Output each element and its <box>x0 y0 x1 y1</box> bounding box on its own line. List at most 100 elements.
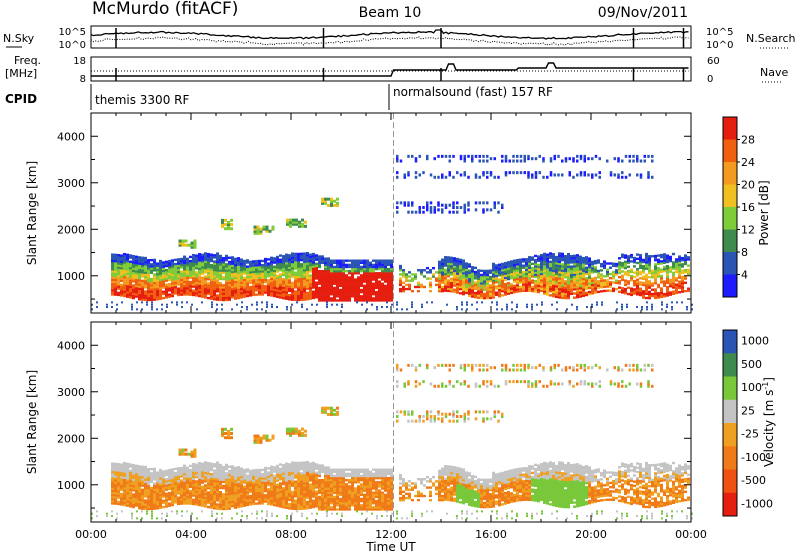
power-cell <box>549 287 552 291</box>
velocity-cell <box>228 501 231 504</box>
power-cell <box>618 265 621 268</box>
power-cell <box>591 285 594 289</box>
power-cell <box>147 282 150 285</box>
power-cell <box>489 271 492 274</box>
power-cell <box>624 281 627 284</box>
power-cell <box>189 266 192 269</box>
power-cell <box>270 273 273 276</box>
power-cell <box>582 282 585 285</box>
velocity-cell <box>225 484 228 488</box>
power-cell <box>486 278 489 281</box>
power-cell <box>198 294 201 298</box>
power-cell <box>117 276 120 280</box>
velocity-cell <box>288 490 291 493</box>
power-cell <box>227 223 230 226</box>
velocity-cell <box>231 465 234 468</box>
power-cell <box>483 294 486 298</box>
velocity-cell <box>147 468 150 471</box>
velocity-cell <box>204 494 207 498</box>
power-cell <box>576 254 579 257</box>
velocity-cell <box>144 482 147 485</box>
velocity-cell <box>189 498 192 501</box>
power-cell <box>304 220 307 224</box>
power-cell <box>546 259 549 263</box>
power-cell <box>221 225 224 229</box>
power-cell <box>471 276 474 279</box>
power-cell <box>618 280 621 283</box>
power-cell <box>468 290 471 293</box>
power-cell <box>633 258 636 262</box>
velocity-cell <box>180 494 183 497</box>
power-cell <box>366 265 369 269</box>
velocity-cell <box>213 502 216 506</box>
power-cell <box>273 290 276 294</box>
power-cell <box>333 280 336 283</box>
velocity-cell <box>213 498 216 502</box>
power-cell <box>378 261 381 264</box>
power-cell <box>300 273 303 276</box>
velocity-cell <box>222 474 225 477</box>
power-cell <box>594 266 597 269</box>
power-cell <box>597 290 600 294</box>
velocity-cell <box>180 491 183 495</box>
power-cell <box>501 203 504 207</box>
power-cell <box>309 295 312 298</box>
power-cell <box>294 271 297 274</box>
power-cell <box>495 272 498 276</box>
power-cell <box>570 257 573 260</box>
power-cell <box>297 294 300 298</box>
power-cell <box>342 290 345 294</box>
power-cell <box>129 277 132 280</box>
power-cell <box>126 293 129 296</box>
velocity-cell <box>120 480 123 483</box>
power-cell <box>243 287 246 290</box>
power-cell <box>448 203 451 207</box>
power-cell <box>387 288 390 292</box>
power-cell <box>171 282 174 285</box>
power-cell <box>253 231 257 235</box>
velocity-cell <box>279 467 282 470</box>
velocity-cell <box>237 472 240 475</box>
power-cell <box>153 267 156 270</box>
power-cell <box>306 277 309 280</box>
velocity-cell <box>195 467 198 471</box>
power-cell <box>583 173 586 177</box>
velocity-cell <box>123 501 126 505</box>
velocity-cell <box>231 475 234 479</box>
power-cell <box>450 262 453 266</box>
power-cell <box>258 276 261 279</box>
power-cell <box>684 254 687 257</box>
power-cell <box>181 306 183 309</box>
power-cell <box>231 285 234 288</box>
power-cell <box>570 280 573 283</box>
velocity-cell <box>126 491 129 495</box>
power-cell <box>456 308 458 311</box>
power-cell <box>495 264 498 267</box>
velocity-cell <box>183 466 186 470</box>
power-cell <box>282 267 285 271</box>
power-cell <box>249 271 252 274</box>
power-cell <box>201 268 204 271</box>
power-cell <box>462 269 465 273</box>
power-cell <box>342 299 345 302</box>
power-cell <box>511 308 513 311</box>
power-cell <box>447 272 450 276</box>
power-cell <box>288 279 291 282</box>
power-cell <box>645 286 648 289</box>
power-cell <box>327 261 330 264</box>
power-cell <box>570 292 573 296</box>
velocity-cell <box>144 470 147 473</box>
power-cell <box>168 259 171 263</box>
power-cell <box>525 268 528 271</box>
power-cell <box>138 270 141 274</box>
power-cell <box>477 271 480 274</box>
power-cell <box>117 270 120 274</box>
power-cell <box>309 289 312 292</box>
velocity-cell <box>225 490 228 494</box>
power-cell <box>657 269 660 272</box>
velocity-cell <box>135 481 138 484</box>
velocity-cell <box>159 504 162 507</box>
power-cell <box>675 264 678 267</box>
power-cell <box>288 256 291 259</box>
velocity-cell <box>219 465 222 469</box>
